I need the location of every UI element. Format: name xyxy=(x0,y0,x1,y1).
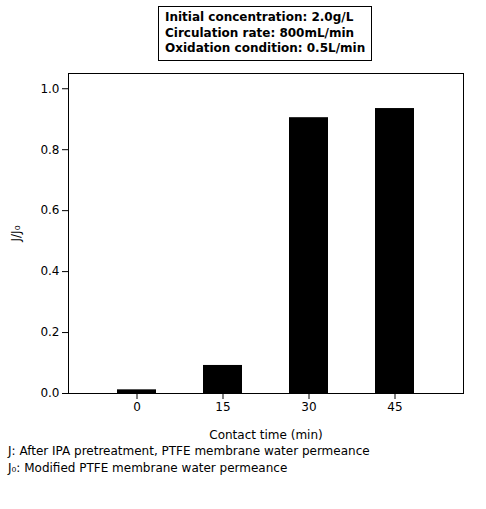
html-text:Oxidation condition: 0.5L/min: Oxidation condition: 0.5L/min xyxy=(165,41,366,56)
svg-text:0.0: 0.0 xyxy=(40,386,59,400)
svg-text:0.2: 0.2 xyxy=(40,325,59,339)
svg-text:15: 15 xyxy=(215,400,230,414)
html-text:Circulation rate: 800mL/min: Circulation rate: 800mL/min xyxy=(165,25,355,40)
html-text:Initial concentration: 2.0g/L: Initial concentration: 2.0g/L xyxy=(165,10,354,24)
html-text:J: After IPA pretreatment, PTF: J: After IPA pretreatment, PTFE membrane… xyxy=(8,443,370,458)
svg-text:45: 45 xyxy=(387,400,402,414)
svg-text:1.0: 1.0 xyxy=(40,81,59,95)
svg-text:0.6: 0.6 xyxy=(40,203,59,217)
svg-text:J/J₀: J/J₀ xyxy=(9,225,23,242)
svg-text:0.8: 0.8 xyxy=(40,142,59,156)
html-text:J₀: Modified PTFE membrane wat: J₀: Modified PTFE membrane water permean… xyxy=(8,460,288,475)
svg-text:0.4: 0.4 xyxy=(40,264,59,278)
svg-text:30: 30 xyxy=(301,400,316,414)
svg-text:Contact time (min): Contact time (min) xyxy=(209,427,322,441)
svg-text:0: 0 xyxy=(133,400,141,414)
